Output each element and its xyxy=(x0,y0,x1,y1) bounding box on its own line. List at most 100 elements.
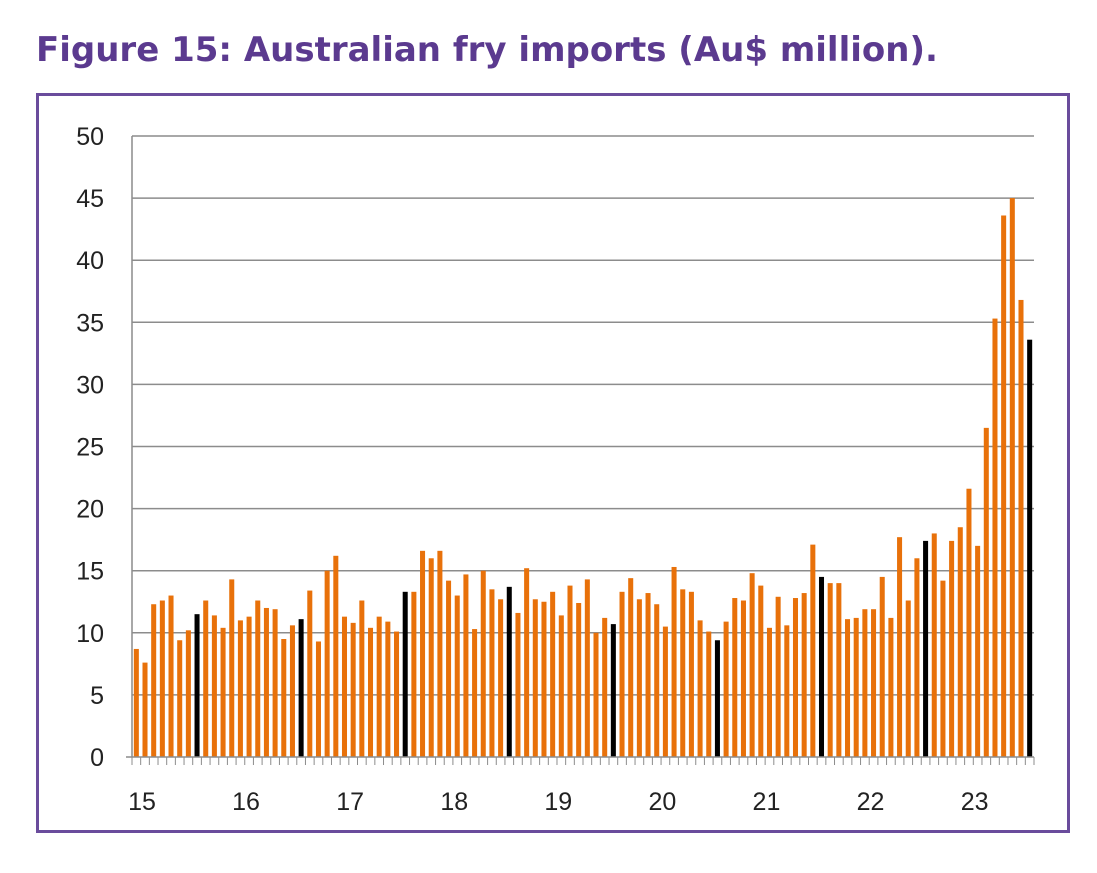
bar xyxy=(524,568,530,757)
y-tick-label: 35 xyxy=(76,309,104,337)
x-tick-label: 23 xyxy=(961,788,989,816)
y-tick-label: 45 xyxy=(76,185,104,213)
y-tick-label: 50 xyxy=(76,123,104,151)
bar xyxy=(966,488,972,757)
bar xyxy=(307,590,313,757)
x-tick-labels: 15 16 17 18 19 20 21 22 23 xyxy=(128,788,988,816)
bar xyxy=(688,591,694,757)
bar xyxy=(420,550,426,757)
bar xyxy=(749,573,755,757)
bar xyxy=(602,617,608,757)
bars xyxy=(133,198,1033,758)
bar xyxy=(281,639,287,757)
bar xyxy=(983,427,989,757)
bar xyxy=(350,622,356,757)
bar xyxy=(879,576,885,757)
bar xyxy=(472,629,478,757)
bar xyxy=(654,604,660,757)
bar xyxy=(151,604,157,757)
bar xyxy=(428,558,434,757)
bar xyxy=(818,576,825,757)
bar xyxy=(480,570,486,757)
bar xyxy=(949,540,955,757)
bar xyxy=(862,609,868,757)
bar xyxy=(662,626,668,757)
bar xyxy=(619,591,625,757)
bar xyxy=(671,566,677,757)
bar xyxy=(940,580,946,757)
bar xyxy=(1018,299,1024,757)
y-tick-label: 10 xyxy=(76,620,104,648)
bar xyxy=(454,595,460,757)
x-tick-label: 17 xyxy=(336,788,364,816)
bar xyxy=(185,630,191,757)
bar xyxy=(975,545,981,757)
bar xyxy=(1001,215,1007,758)
bar xyxy=(732,598,738,757)
bar xyxy=(203,600,209,757)
bar xyxy=(792,598,799,757)
bar xyxy=(333,555,339,757)
bar xyxy=(272,609,278,757)
bar xyxy=(957,527,963,757)
bar xyxy=(220,627,226,757)
bar xyxy=(133,648,139,757)
bar xyxy=(714,640,720,757)
bar xyxy=(246,616,252,757)
bar xyxy=(706,631,712,757)
bar xyxy=(584,579,590,757)
bar xyxy=(740,600,746,757)
bar xyxy=(446,580,452,757)
bar xyxy=(758,585,764,757)
chart-frame xyxy=(36,93,1070,833)
bar xyxy=(610,624,616,757)
bar xyxy=(194,614,200,757)
bar xyxy=(1009,198,1015,758)
bar xyxy=(324,570,330,757)
bar xyxy=(628,578,634,757)
bar xyxy=(315,641,321,757)
bar xyxy=(558,615,564,757)
bar xyxy=(836,583,842,757)
y-tick-labels: 0 5 10 15 20 25 30 35 40 45 50 xyxy=(76,123,104,772)
bar xyxy=(515,612,521,757)
bar xyxy=(159,600,165,757)
y-tick-label: 30 xyxy=(76,371,104,399)
bar xyxy=(853,617,859,757)
x-tick-label: 21 xyxy=(753,788,781,816)
bar xyxy=(827,583,833,757)
bar xyxy=(645,593,651,757)
bar xyxy=(341,616,348,757)
bar xyxy=(532,599,538,757)
bar xyxy=(298,619,304,757)
bar xyxy=(385,621,391,757)
bar xyxy=(411,591,417,757)
bar xyxy=(845,619,851,757)
bar xyxy=(784,625,790,757)
bar xyxy=(897,537,903,757)
bar xyxy=(263,607,269,757)
x-tick-label: 19 xyxy=(544,788,572,816)
bar xyxy=(810,544,816,757)
x-tick-label: 20 xyxy=(648,788,676,816)
x-tick-label: 18 xyxy=(440,788,468,816)
y-tick-label: 5 xyxy=(90,682,104,710)
bar xyxy=(463,574,469,757)
bar xyxy=(506,586,512,757)
bar xyxy=(888,617,894,757)
bar xyxy=(923,540,929,757)
y-tick-label: 0 xyxy=(90,744,104,772)
bar xyxy=(376,616,382,757)
bar xyxy=(394,631,400,757)
bar xyxy=(567,585,573,757)
bar xyxy=(177,640,183,757)
bar xyxy=(229,579,235,757)
figure-title: Figure 15: Australian fry imports (Au$ m… xyxy=(36,30,938,70)
x-tick-label: 15 xyxy=(128,788,156,816)
bar xyxy=(914,558,920,757)
bar xyxy=(801,593,807,757)
y-tick-label: 40 xyxy=(76,247,104,275)
bar xyxy=(905,600,911,757)
axes xyxy=(126,136,1035,765)
